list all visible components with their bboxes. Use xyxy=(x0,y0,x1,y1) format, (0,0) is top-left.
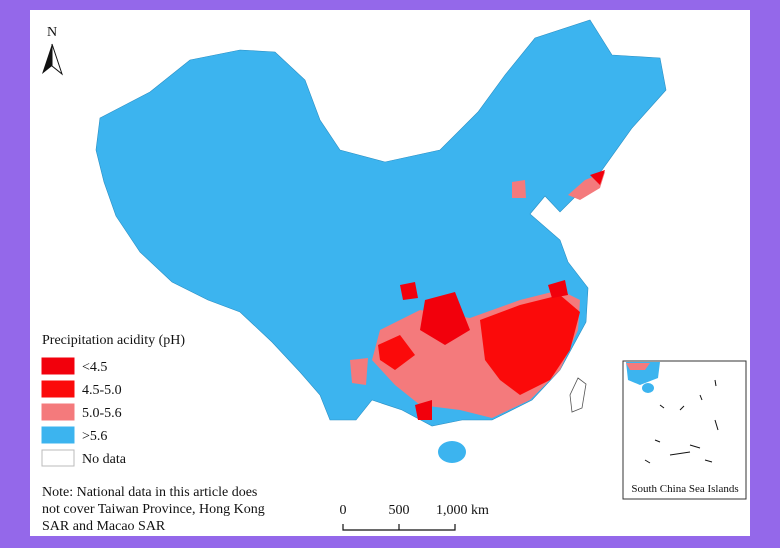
zone-lt-4-5 xyxy=(548,280,568,298)
legend-swatch xyxy=(41,357,75,375)
scale-label: 0 xyxy=(340,503,347,518)
inset-label: South China Sea Islands xyxy=(631,483,738,495)
note-line: SAR and Macao SAR xyxy=(42,519,166,534)
legend-swatch xyxy=(41,426,75,444)
inset-zone xyxy=(626,363,650,370)
legend-swatch xyxy=(41,449,75,467)
note: Note: National data in this article does… xyxy=(42,485,265,534)
legend: <4.5 4.5-5.0 5.0-5.6 >5.6 No data xyxy=(41,357,127,467)
hainan xyxy=(438,441,466,463)
zone-5-0-5-6 xyxy=(512,180,526,198)
note-line: not cover Taiwan Province, Hong Kong xyxy=(42,502,265,517)
legend-swatch xyxy=(41,380,75,398)
north-label: N xyxy=(47,25,57,40)
zone-lt-4-5 xyxy=(590,170,605,185)
zone-lt-4-5 xyxy=(400,282,418,300)
zone-5-0-5-6 xyxy=(350,358,368,385)
zone-lt-4-5 xyxy=(420,292,470,345)
scale-label: 1,000 km xyxy=(436,503,489,518)
legend-label: >5.6 xyxy=(82,429,107,444)
scale-line xyxy=(342,524,456,531)
taiwan xyxy=(569,377,587,413)
north-arrow-half xyxy=(51,43,64,76)
scale-label: 500 xyxy=(389,503,410,518)
note-line: Note: National data in this article does xyxy=(42,485,257,500)
legend-title: Precipitation acidity (pH) xyxy=(42,333,185,348)
legend-label: 5.0-5.6 xyxy=(82,406,122,421)
scale-bar: 0 500 1,000 km xyxy=(340,503,489,531)
legend-label: 4.5-5.0 xyxy=(82,383,122,398)
legend-swatch xyxy=(41,403,75,421)
zone-4-5-5-0 xyxy=(480,295,580,395)
inset-frame xyxy=(622,360,747,500)
zone-lt-4-5 xyxy=(415,400,432,420)
zone-4-5-5-0 xyxy=(378,335,415,370)
north-arrow xyxy=(42,44,52,74)
inset-islands xyxy=(644,379,719,464)
legend-label: No data xyxy=(82,452,127,467)
legend-label: <4.5 xyxy=(82,360,107,375)
inset-hainan xyxy=(642,383,654,393)
